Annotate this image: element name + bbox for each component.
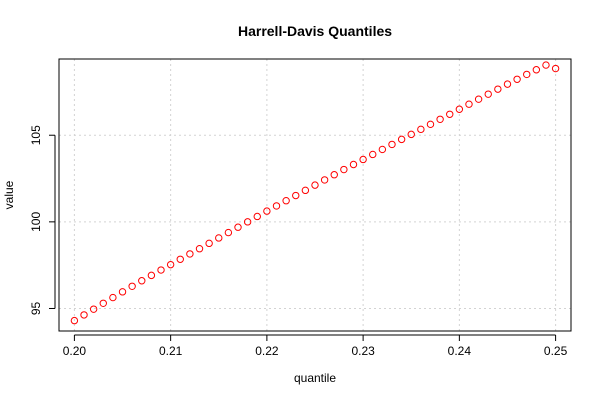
data-point — [359, 155, 367, 164]
data-point — [109, 293, 117, 302]
data-point — [195, 245, 204, 253]
data-point — [542, 61, 550, 69]
y-tick-label: 105 — [29, 125, 43, 145]
data-point — [494, 85, 502, 93]
data-point — [436, 115, 444, 123]
data-point — [330, 171, 338, 179]
y-tick-label: 95 — [29, 301, 43, 315]
grid-layer — [59, 59, 571, 331]
data-point — [118, 288, 127, 296]
y-tick-label: 100 — [29, 212, 43, 232]
x-tick-label: 0.22 — [255, 344, 279, 358]
data-point — [234, 223, 242, 231]
data-point — [128, 282, 136, 291]
data-point — [378, 145, 387, 154]
data-point — [513, 75, 521, 83]
data-point — [89, 305, 98, 313]
data-point — [523, 70, 531, 79]
data-point — [80, 311, 88, 319]
data-point — [166, 260, 175, 269]
data-point — [474, 95, 483, 103]
y-axis-label: value — [2, 180, 16, 209]
data-point — [551, 64, 560, 73]
data-point — [388, 140, 396, 149]
data-point — [205, 239, 213, 248]
x-tick-label: 0.23 — [351, 344, 375, 358]
data-point — [215, 234, 223, 242]
x-tick-label: 0.21 — [159, 344, 183, 358]
points-layer — [70, 61, 560, 325]
data-point — [503, 80, 512, 88]
y-axis: 95 100 105 — [29, 125, 56, 315]
data-point — [272, 202, 281, 210]
x-tick-label: 0.24 — [448, 344, 472, 358]
data-point — [532, 66, 541, 74]
data-point — [426, 120, 435, 129]
data-point — [263, 207, 271, 215]
data-point — [301, 186, 310, 195]
x-tick-label: 0.25 — [544, 344, 568, 358]
data-point — [253, 212, 261, 221]
data-point — [349, 160, 358, 169]
data-point — [157, 266, 165, 274]
data-point — [138, 277, 146, 285]
plot-frame — [58, 58, 572, 332]
data-point — [282, 197, 290, 205]
data-point — [417, 125, 425, 134]
data-point — [292, 191, 300, 200]
data-point — [186, 250, 194, 258]
data-point — [243, 218, 252, 226]
data-point — [484, 90, 492, 98]
data-point — [320, 176, 329, 184]
data-point — [99, 299, 107, 307]
data-point — [397, 135, 406, 144]
data-point — [455, 105, 464, 113]
data-point — [224, 228, 233, 237]
data-point — [407, 130, 415, 139]
data-point — [147, 271, 156, 280]
data-point — [340, 165, 348, 174]
data-point — [176, 255, 184, 263]
data-point — [70, 316, 79, 325]
data-point — [369, 150, 377, 159]
data-point — [465, 100, 473, 108]
data-point — [446, 110, 454, 118]
data-point — [311, 181, 319, 189]
x-axis: 0.20 0.21 0.22 0.23 0.24 0.25 — [63, 334, 568, 358]
chart-title: Harrell-Davis Quantiles — [238, 23, 392, 39]
x-tick-label: 0.20 — [63, 344, 87, 358]
x-axis-label: quantile — [294, 371, 336, 385]
